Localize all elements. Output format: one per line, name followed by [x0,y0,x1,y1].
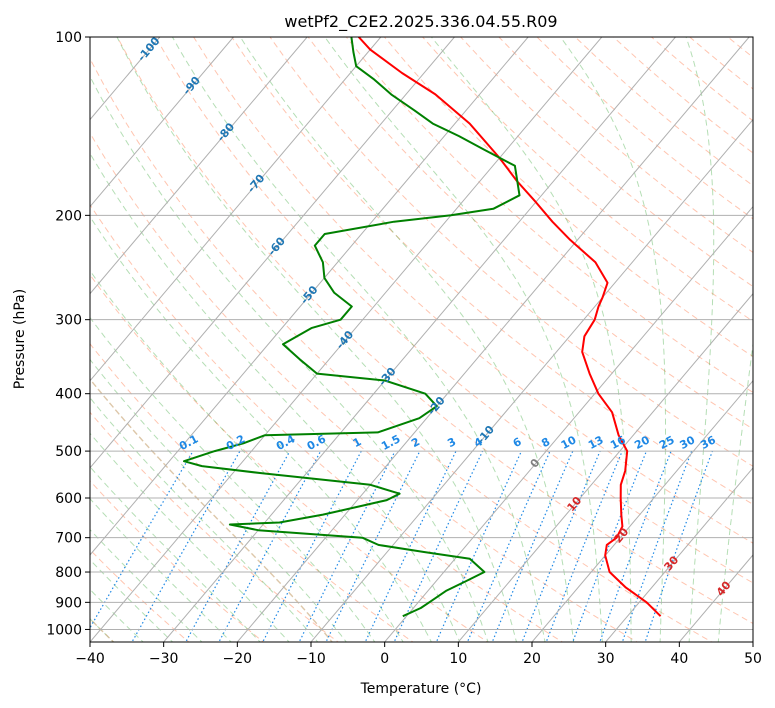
mixing-ratio-line [644,450,713,642]
mixing-ratio-label: 36 [698,433,718,452]
isotherm-line [457,292,753,642]
mixing-ratio-line [218,450,322,642]
x-tick-label: 40 [670,651,688,667]
x-tick-label: −30 [149,651,179,667]
isotherm-line [90,37,234,208]
mixing-ratio-label: 13 [586,433,606,452]
chart-title: wetPf2_C2E2.2025.336.04.55.R09 [284,12,557,32]
mixing-ratio-line [545,450,623,642]
mixing-ratio-line [521,450,601,642]
plot-area [90,37,753,642]
y-tick-label: 400 [55,387,82,403]
dry-adiabat [422,37,753,322]
isotherm-line [90,37,455,469]
isotherm-line [90,37,603,642]
moist-adiabat [90,215,432,642]
x-tick-label: −20 [223,651,253,667]
x-tick-label: 50 [744,651,762,667]
x-tick-label: −40 [75,651,105,667]
isotherm-line [90,37,308,295]
mixing-ratio-label: 30 [678,433,698,452]
isotherm-line [236,37,750,642]
temperature-profile [357,37,662,617]
moist-adiabat [90,397,319,642]
x-tick-label: 0 [380,651,389,667]
x-tick-label: 10 [449,651,467,667]
x-tick-label: 20 [523,651,541,667]
dewpoint-profile [183,37,521,618]
isotherm-line [163,37,676,642]
mixing-ratio-label: 20 [632,433,652,452]
isotherm-line [384,205,753,642]
mixing-ratio-line [393,450,484,642]
axes: −40 −30 −20 −10 0 10 20 30 40 50 100 200 300 400 500 60… [46,30,762,667]
dry-adiabat [460,37,753,288]
mixing-ratio-line [572,450,647,642]
mixing-ratio-label: 25 [657,433,677,452]
y-tick-label: 200 [55,208,82,224]
mixing-ratio-line [621,450,693,642]
isotherm-line [90,37,382,382]
isotherm-line [605,467,753,642]
dry-adiabat [193,37,753,544]
y-tick-label: 100 [55,30,82,46]
plot-frame [89,36,754,643]
mixing-ratio-line [298,450,396,642]
y-tick-label: 1000 [46,622,82,638]
x-tick-label: 30 [597,651,615,667]
mixing-ratio-label: 10 [559,433,579,452]
mixing-ratio-line [599,450,672,642]
dry-adiabat [155,37,753,584]
y-tick-label: 500 [55,444,82,460]
dry-adiabat [384,37,753,358]
y-tick-label: 900 [55,595,82,611]
y-tick-label: 300 [55,313,82,329]
isotherm-line [531,379,753,642]
y-tick-label: 700 [55,531,82,547]
isotherm-line [90,37,529,556]
moist-adiabat [90,152,461,642]
y-tick-label: 600 [55,491,82,507]
y-axis-title: Pressure (hPa) [12,289,28,389]
y-tick-label: 800 [55,565,82,581]
x-axis-title: Temperature (°C) [360,681,482,697]
isotherm-line [310,118,753,642]
x-tick-label: −10 [296,651,326,667]
mixing-ratio-label: 16 [608,433,628,452]
mixing-ratio-line [90,450,194,629]
